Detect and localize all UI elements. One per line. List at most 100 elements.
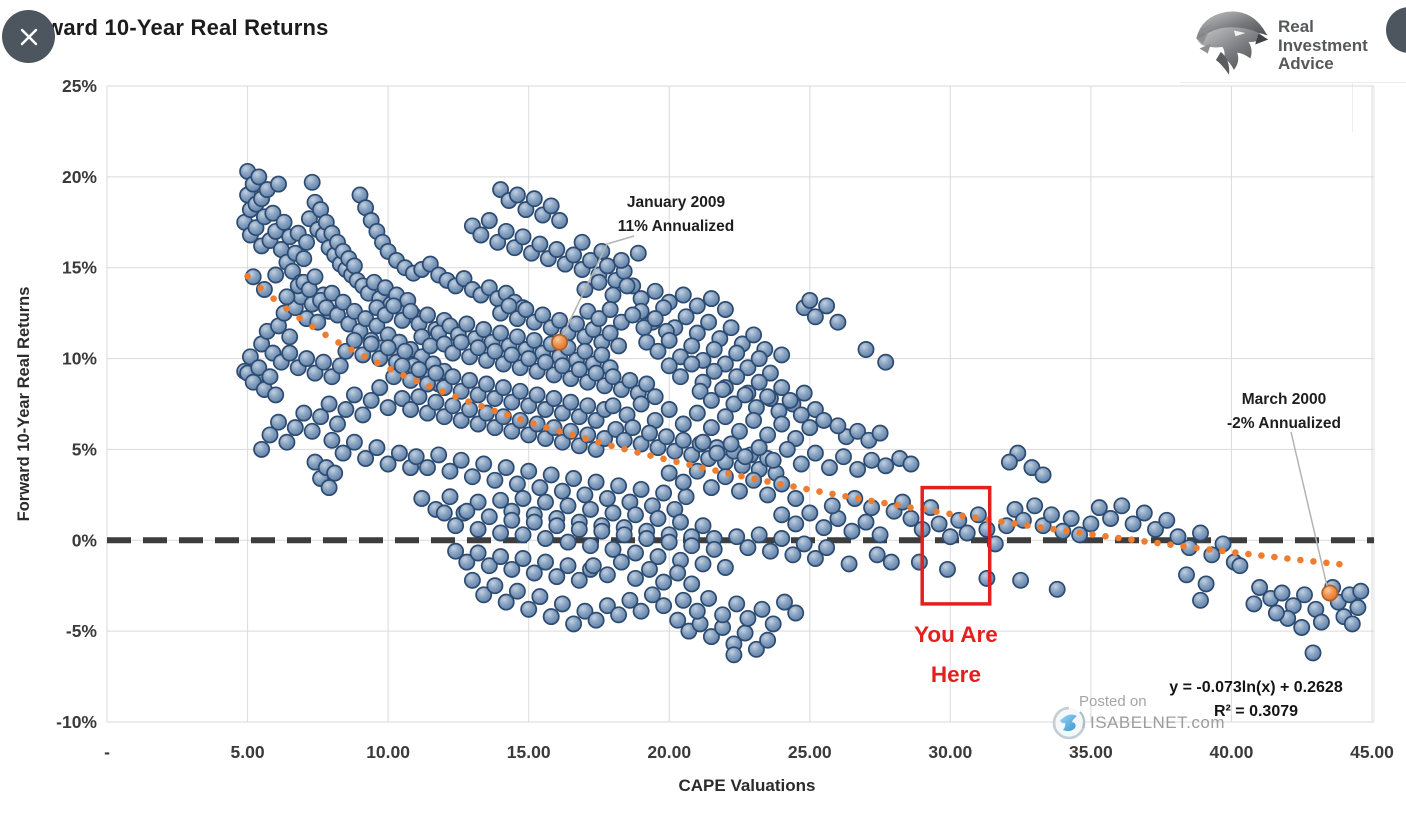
scatter-point [632,435,650,453]
scatter-point [402,302,420,320]
trend-dot [491,407,498,415]
y-tick-label: 10% [62,349,97,369]
trend-dot [1154,539,1161,547]
scatter-point [669,611,687,629]
scatter-point [329,415,346,433]
scatter-point [649,342,667,360]
scatter-point [624,419,642,437]
scatter-point [660,401,678,418]
trend-dot [556,428,563,435]
scatter-point [582,500,599,518]
scatter-point [570,361,588,378]
scatter-point [315,353,332,371]
scatter-point [463,571,481,589]
scatter-point [773,530,791,547]
trend-dot [1206,546,1213,553]
scatter-point [587,473,605,491]
scatter-point [655,597,673,615]
scatter-point [357,450,375,467]
scatter-point [815,519,833,537]
scatter-point [469,386,487,404]
scatter-point [688,297,706,315]
scatter-point [745,411,763,429]
highlight-points [551,333,1339,602]
scatter-point [660,464,678,482]
scatter-point [716,301,734,318]
trend-dot [946,510,953,518]
scatter-point [705,362,723,380]
axis-tick-labels: - 5.00 10.00 15.00 20.00 25.00 30.00 35.00 40.00… [56,76,1394,762]
scatter-point [739,609,757,627]
scatter-point [579,397,597,415]
scatter-point [250,168,268,186]
callout-annotations: January 2009 11% Annualized March 2000 -2% … [562,194,1341,587]
scatter-point [736,448,754,466]
scatter-point [666,442,684,460]
scatter-point [537,353,554,371]
scatter-point [1082,515,1100,533]
scatter-point [559,497,577,515]
scatter-point [660,357,678,375]
scatter-point [492,324,510,342]
scatter-point [486,577,504,595]
scatter-point [745,326,763,344]
scatter-point [528,386,546,404]
scatter-point [1000,453,1018,471]
scatter-point [776,593,793,611]
scatter-point [1349,599,1367,616]
scatter-point [469,493,487,511]
scatter-point [393,390,411,407]
scatter-point [815,411,833,429]
scatter-point [458,553,476,571]
scatter-point [435,408,453,426]
scatter-point [478,375,495,393]
scatter-point [576,342,594,360]
scatter-point [587,611,605,629]
scatter-point [551,212,569,229]
trend-dot [1063,527,1070,535]
scatter-point [1124,515,1142,533]
close-button[interactable] [2,10,55,63]
scatter-point [806,401,824,418]
scatter-point [787,515,805,533]
y-tick-label: -5% [66,621,98,641]
scatter-point [419,459,436,477]
trend-dot [816,488,823,495]
scatter-point [702,479,720,497]
scatter-point [469,544,487,562]
scatter-point [362,335,380,353]
scatter-point [593,242,611,260]
scatter-point [604,368,622,386]
scatter-point [736,624,754,642]
y-tick-label: 15% [62,258,97,278]
trend-equation-r2: R² = 0.3079 [1213,703,1299,720]
x-tick-label: 20.00 [647,742,691,762]
scatter-point [270,175,287,193]
x-axis-title: CAPE Valuations [679,776,816,795]
y-tick-label: 5% [72,439,98,459]
scatter-point [655,299,673,317]
trend-dot [725,470,732,477]
scatter-point [969,506,987,524]
scatter-point [593,346,611,364]
scatter-point [253,440,271,458]
scatter-point [1169,528,1187,546]
trend-dot [595,439,602,446]
scatter-point [565,246,583,264]
x-tick-label: 30.00 [928,742,972,762]
scatter-point [674,591,692,609]
eagle-icon [1196,11,1269,75]
scatter-point [632,395,650,413]
next-button[interactable] [1386,7,1406,53]
scatter-point [612,251,630,269]
scatter-point [978,520,996,538]
scatter-point [514,526,532,544]
trend-dot [933,508,940,515]
scatter-point [702,290,720,308]
trend-dot [1232,549,1239,556]
trend-dot [699,464,706,472]
scatter-point [584,557,602,575]
scatter-point [537,530,554,547]
scatter-point [638,530,656,547]
scatter-point [503,422,521,440]
